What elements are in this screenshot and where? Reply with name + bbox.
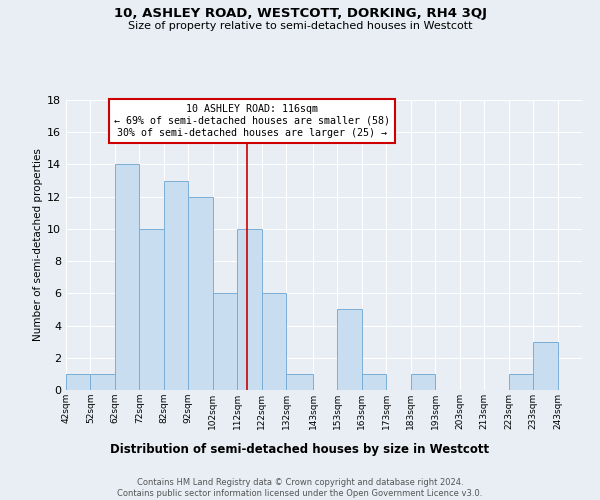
Bar: [337, 310, 362, 390]
Bar: [262, 294, 286, 390]
Text: Distribution of semi-detached houses by size in Westcott: Distribution of semi-detached houses by …: [110, 442, 490, 456]
Bar: [164, 180, 188, 390]
Bar: [411, 374, 435, 390]
Bar: [509, 374, 533, 390]
Bar: [533, 342, 557, 390]
Text: Size of property relative to semi-detached houses in Westcott: Size of property relative to semi-detach…: [128, 21, 472, 31]
Bar: [286, 374, 313, 390]
Bar: [213, 294, 237, 390]
Bar: [91, 374, 115, 390]
Bar: [66, 374, 91, 390]
Text: 10, ASHLEY ROAD, WESTCOTT, DORKING, RH4 3QJ: 10, ASHLEY ROAD, WESTCOTT, DORKING, RH4 …: [113, 8, 487, 20]
Text: Contains HM Land Registry data © Crown copyright and database right 2024.
Contai: Contains HM Land Registry data © Crown c…: [118, 478, 482, 498]
Bar: [362, 374, 386, 390]
Text: 10 ASHLEY ROAD: 116sqm
← 69% of semi-detached houses are smaller (58)
30% of sem: 10 ASHLEY ROAD: 116sqm ← 69% of semi-det…: [114, 104, 390, 138]
Bar: [115, 164, 139, 390]
Bar: [188, 196, 213, 390]
Bar: [237, 229, 262, 390]
Y-axis label: Number of semi-detached properties: Number of semi-detached properties: [33, 148, 43, 342]
Bar: [139, 229, 164, 390]
